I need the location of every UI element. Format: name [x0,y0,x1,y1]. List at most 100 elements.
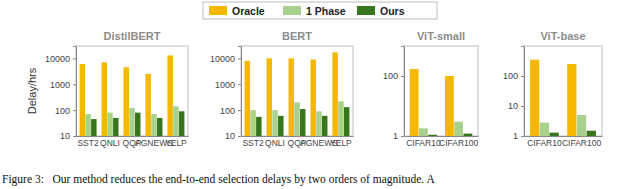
bar [419,128,428,136]
bar [338,101,343,136]
bar [300,109,305,136]
bar [102,62,107,136]
bar [250,110,255,136]
bar [85,114,90,136]
y-tick-label: 1 [393,131,398,141]
bar [344,107,349,136]
bar [272,110,277,136]
x-tick-label: QNLI [100,138,120,148]
x-axis: CIFAR10CIFAR100 [525,137,603,149]
bar [316,111,321,136]
y-tick-mark [521,106,524,107]
bar [530,60,539,136]
y-axis: 1 100 [383,47,405,142]
y-axis: 10 100 1000 10000 [210,47,242,142]
y-tick-label: 10000 [45,54,70,64]
caption: Figure 3: Our method reduces the end-to-… [2,173,435,186]
legend: Oracle1 PhaseOurs [203,2,437,19]
x-tick: YELP [165,138,187,148]
plot-frame [241,46,353,136]
y-tick-label: 10 [60,131,70,141]
bar [80,64,85,136]
bar [151,114,156,136]
panel: 10100100010000SST2QNLIQQPAGNEWSYELPDisti… [26,30,189,148]
bar [91,119,96,136]
x-tick: CIFAR10 [406,138,441,148]
bar [294,102,299,136]
x-tick-label: YELP [165,138,187,148]
y-tick-label: 1 [513,131,518,141]
x-tick-label: CIFAR10 [406,138,441,148]
y-tick: 1000 [50,80,76,90]
y-tick-label: 10000 [210,54,235,64]
x-tick-label: QNLI [265,138,285,148]
x-tick: QNLI [265,138,285,148]
bar [410,69,419,136]
y-axis-line [401,47,405,137]
legend-frame [203,2,437,19]
y-tick-label: 10 [508,101,518,111]
x-axis: SST2QNLIQQPAGNEWSYELP [242,137,354,149]
plot-frame [524,46,602,136]
y-tick: 10000 [45,54,76,64]
panel-title: BERT [282,30,312,42]
x-axis-line [77,136,189,137]
panel-title: ViT-small [417,30,465,42]
x-axis-line [242,136,354,137]
y-tick-label: 100 [503,71,518,81]
x-axis-line [525,136,603,137]
y-tick-mark [401,76,404,77]
y-tick: 10 [60,131,76,141]
bar [577,115,586,136]
y-tick-mark [521,76,524,77]
legend-swatch [209,6,227,15]
bar [463,134,472,136]
bar [428,135,437,136]
panel-title: ViT-base [540,30,585,42]
x-tick: YELP [330,138,352,148]
bar [179,111,184,136]
x-tick-label: SST2 [77,138,99,148]
y-tick-label: 1000 [50,80,70,90]
bar [135,113,140,136]
bar [540,123,549,136]
y-tick-label: 100 [383,71,398,81]
y-axis: 1 10 100 [503,47,525,142]
x-tick-label: CIFAR100 [562,138,601,148]
x-tick: SST2 [77,138,99,148]
bar [157,118,162,136]
bar [289,58,294,136]
x-axis: CIFAR10CIFAR100 [405,137,479,149]
bar [278,116,283,136]
y-tick-label: 100 [220,105,235,115]
x-axis-line [405,136,479,137]
y-tick-mark [401,136,404,137]
bar [256,117,261,136]
bar [173,106,178,136]
bar [129,108,134,136]
bars [410,69,473,136]
bar [167,55,172,136]
y-axis-line [521,47,525,137]
bars [245,52,350,136]
bar [322,116,327,136]
y-tick: 100 [55,105,76,115]
x-tick-label: YELP [330,138,352,148]
bar [113,118,118,136]
y-tick-mark [238,110,241,111]
legend-swatch [357,6,375,15]
y-tick-mark [73,136,76,137]
x-tick: CIFAR100 [439,138,478,148]
plot-frame [76,46,188,136]
plot-frame [404,46,478,136]
y-axis-line [73,47,77,137]
y-tick-label: 1000 [215,80,235,90]
panel: 1 100 CIFAR10CIFAR100 ViT-small [383,30,479,148]
panel: 10 100 1000 10000 SST2QNLIQQPAGNEWSYELP BERT [210,30,354,148]
bar [550,133,559,136]
x-tick: CIFAR100 [562,138,601,148]
y-tick: 10 [225,131,241,141]
x-tick-label: CIFAR100 [439,138,478,148]
x-axis: SST2QNLIQQPAGNEWSYELP [77,137,189,149]
panel: 1 10 100 CIFAR10CIFAR100 ViT-base [503,30,603,148]
